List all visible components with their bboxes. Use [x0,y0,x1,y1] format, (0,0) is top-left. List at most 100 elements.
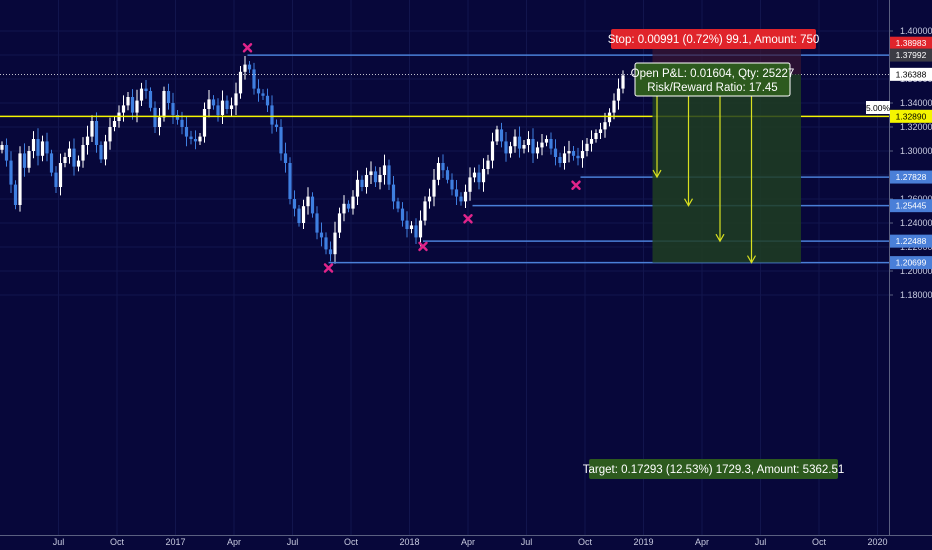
candle-body[interactable] [72,148,76,167]
candle-body[interactable] [4,145,9,161]
target-label-box[interactable]: Target: 0.17293 (12.53%) 1729.3, Amount:… [583,459,845,479]
candle-body[interactable] [180,119,184,127]
candle-body[interactable] [553,148,558,157]
candle-body[interactable] [292,199,297,209]
candle-body[interactable] [279,127,283,154]
candle-body[interactable] [558,157,562,163]
candle-body[interactable] [598,129,603,133]
candle-body[interactable] [616,88,621,101]
candle-body[interactable] [481,169,486,183]
candle-body[interactable] [256,88,261,94]
candle-body[interactable] [22,153,27,168]
candle-body[interactable] [144,88,148,91]
candle-body[interactable] [607,112,612,123]
candle-body[interactable] [40,141,45,156]
candle-body[interactable] [157,117,162,127]
candle-body[interactable] [324,237,328,250]
candle-body[interactable] [31,139,36,151]
candle-body[interactable] [517,136,522,149]
candle-body[interactable] [621,75,625,89]
candle-body[interactable] [63,157,67,163]
candle-body[interactable] [207,99,211,109]
candle-body[interactable] [526,139,531,145]
candle-body[interactable] [288,163,292,199]
candle-body[interactable] [373,171,378,183]
candle-body[interactable] [319,232,324,238]
candle-body[interactable] [576,155,580,159]
candle-body[interactable] [27,151,31,168]
candle-body[interactable] [216,105,220,115]
candle-body[interactable] [472,172,477,178]
candle-body[interactable] [166,91,171,103]
candle-body[interactable] [94,121,99,145]
candle-body[interactable] [364,175,369,187]
candle-body[interactable] [495,129,499,142]
candle-body[interactable] [162,91,166,118]
profit-zone[interactable] [652,74,802,263]
candle-body[interactable] [490,141,495,161]
candle-body[interactable] [594,133,598,139]
candle-body[interactable] [585,143,589,151]
candle-body[interactable] [243,64,247,72]
candle-body[interactable] [193,139,198,142]
candle-body[interactable] [567,151,571,154]
candle-body[interactable] [270,105,274,125]
candle-body[interactable] [445,170,450,180]
candle-body[interactable] [391,184,396,202]
candle-body[interactable] [220,100,225,115]
candle-body[interactable] [148,91,153,108]
candle-body[interactable] [463,191,468,202]
candle-body[interactable] [522,145,526,149]
candle-body[interactable] [211,99,216,106]
candles[interactable] [0,55,625,264]
candle-body[interactable] [454,189,459,197]
candle-body[interactable] [468,177,472,192]
candle-body[interactable] [387,165,391,185]
candle-body[interactable] [513,136,517,147]
candle-body[interactable] [360,179,364,187]
candle-body[interactable] [229,105,234,109]
candle-body[interactable] [423,201,427,221]
candle-body[interactable] [544,139,549,143]
candle-body[interactable] [184,127,189,137]
candle-body[interactable] [486,160,490,169]
time-axis[interactable]: Jul Oct 2017 Apr Jul Oct 2018 Apr Jul Oct 2019 Apr J… [53,537,888,547]
candle-body[interactable] [306,196,310,207]
candle-body[interactable] [400,208,405,221]
candle-body[interactable] [405,220,409,229]
candle-body[interactable] [540,142,544,148]
candle-body[interactable] [238,71,243,94]
candle-body[interactable] [333,232,337,255]
candle-body[interactable] [369,171,373,175]
candle-body[interactable] [450,179,454,190]
candle-body[interactable] [315,213,319,233]
candle-body[interactable] [337,213,342,233]
candle-body[interactable] [13,184,18,205]
candle-body[interactable] [549,139,553,149]
candle-body[interactable] [274,124,279,127]
candle-body[interactable] [45,141,49,154]
candle-body[interactable] [153,107,157,127]
candle-body[interactable] [432,179,436,197]
candle-body[interactable] [189,136,193,139]
candle-body[interactable] [342,203,346,214]
candle-body[interactable] [418,220,423,238]
candle-body[interactable] [67,148,72,157]
candle-body[interactable] [351,196,355,209]
candle-body[interactable] [81,145,85,161]
candle-body[interactable] [612,100,616,113]
candle-body[interactable] [54,172,58,187]
candle-body[interactable] [139,88,144,101]
candle-body[interactable] [580,151,585,159]
candle-body[interactable] [225,100,229,109]
candle-body[interactable] [396,201,400,209]
candle-body[interactable] [112,121,117,127]
candle-body[interactable] [9,160,13,185]
candle-body[interactable] [531,139,535,154]
candle-body[interactable] [76,160,81,167]
candle-body[interactable] [378,175,382,183]
candle-body[interactable] [603,122,607,130]
candle-body[interactable] [436,163,441,180]
candle-body[interactable] [85,136,90,145]
